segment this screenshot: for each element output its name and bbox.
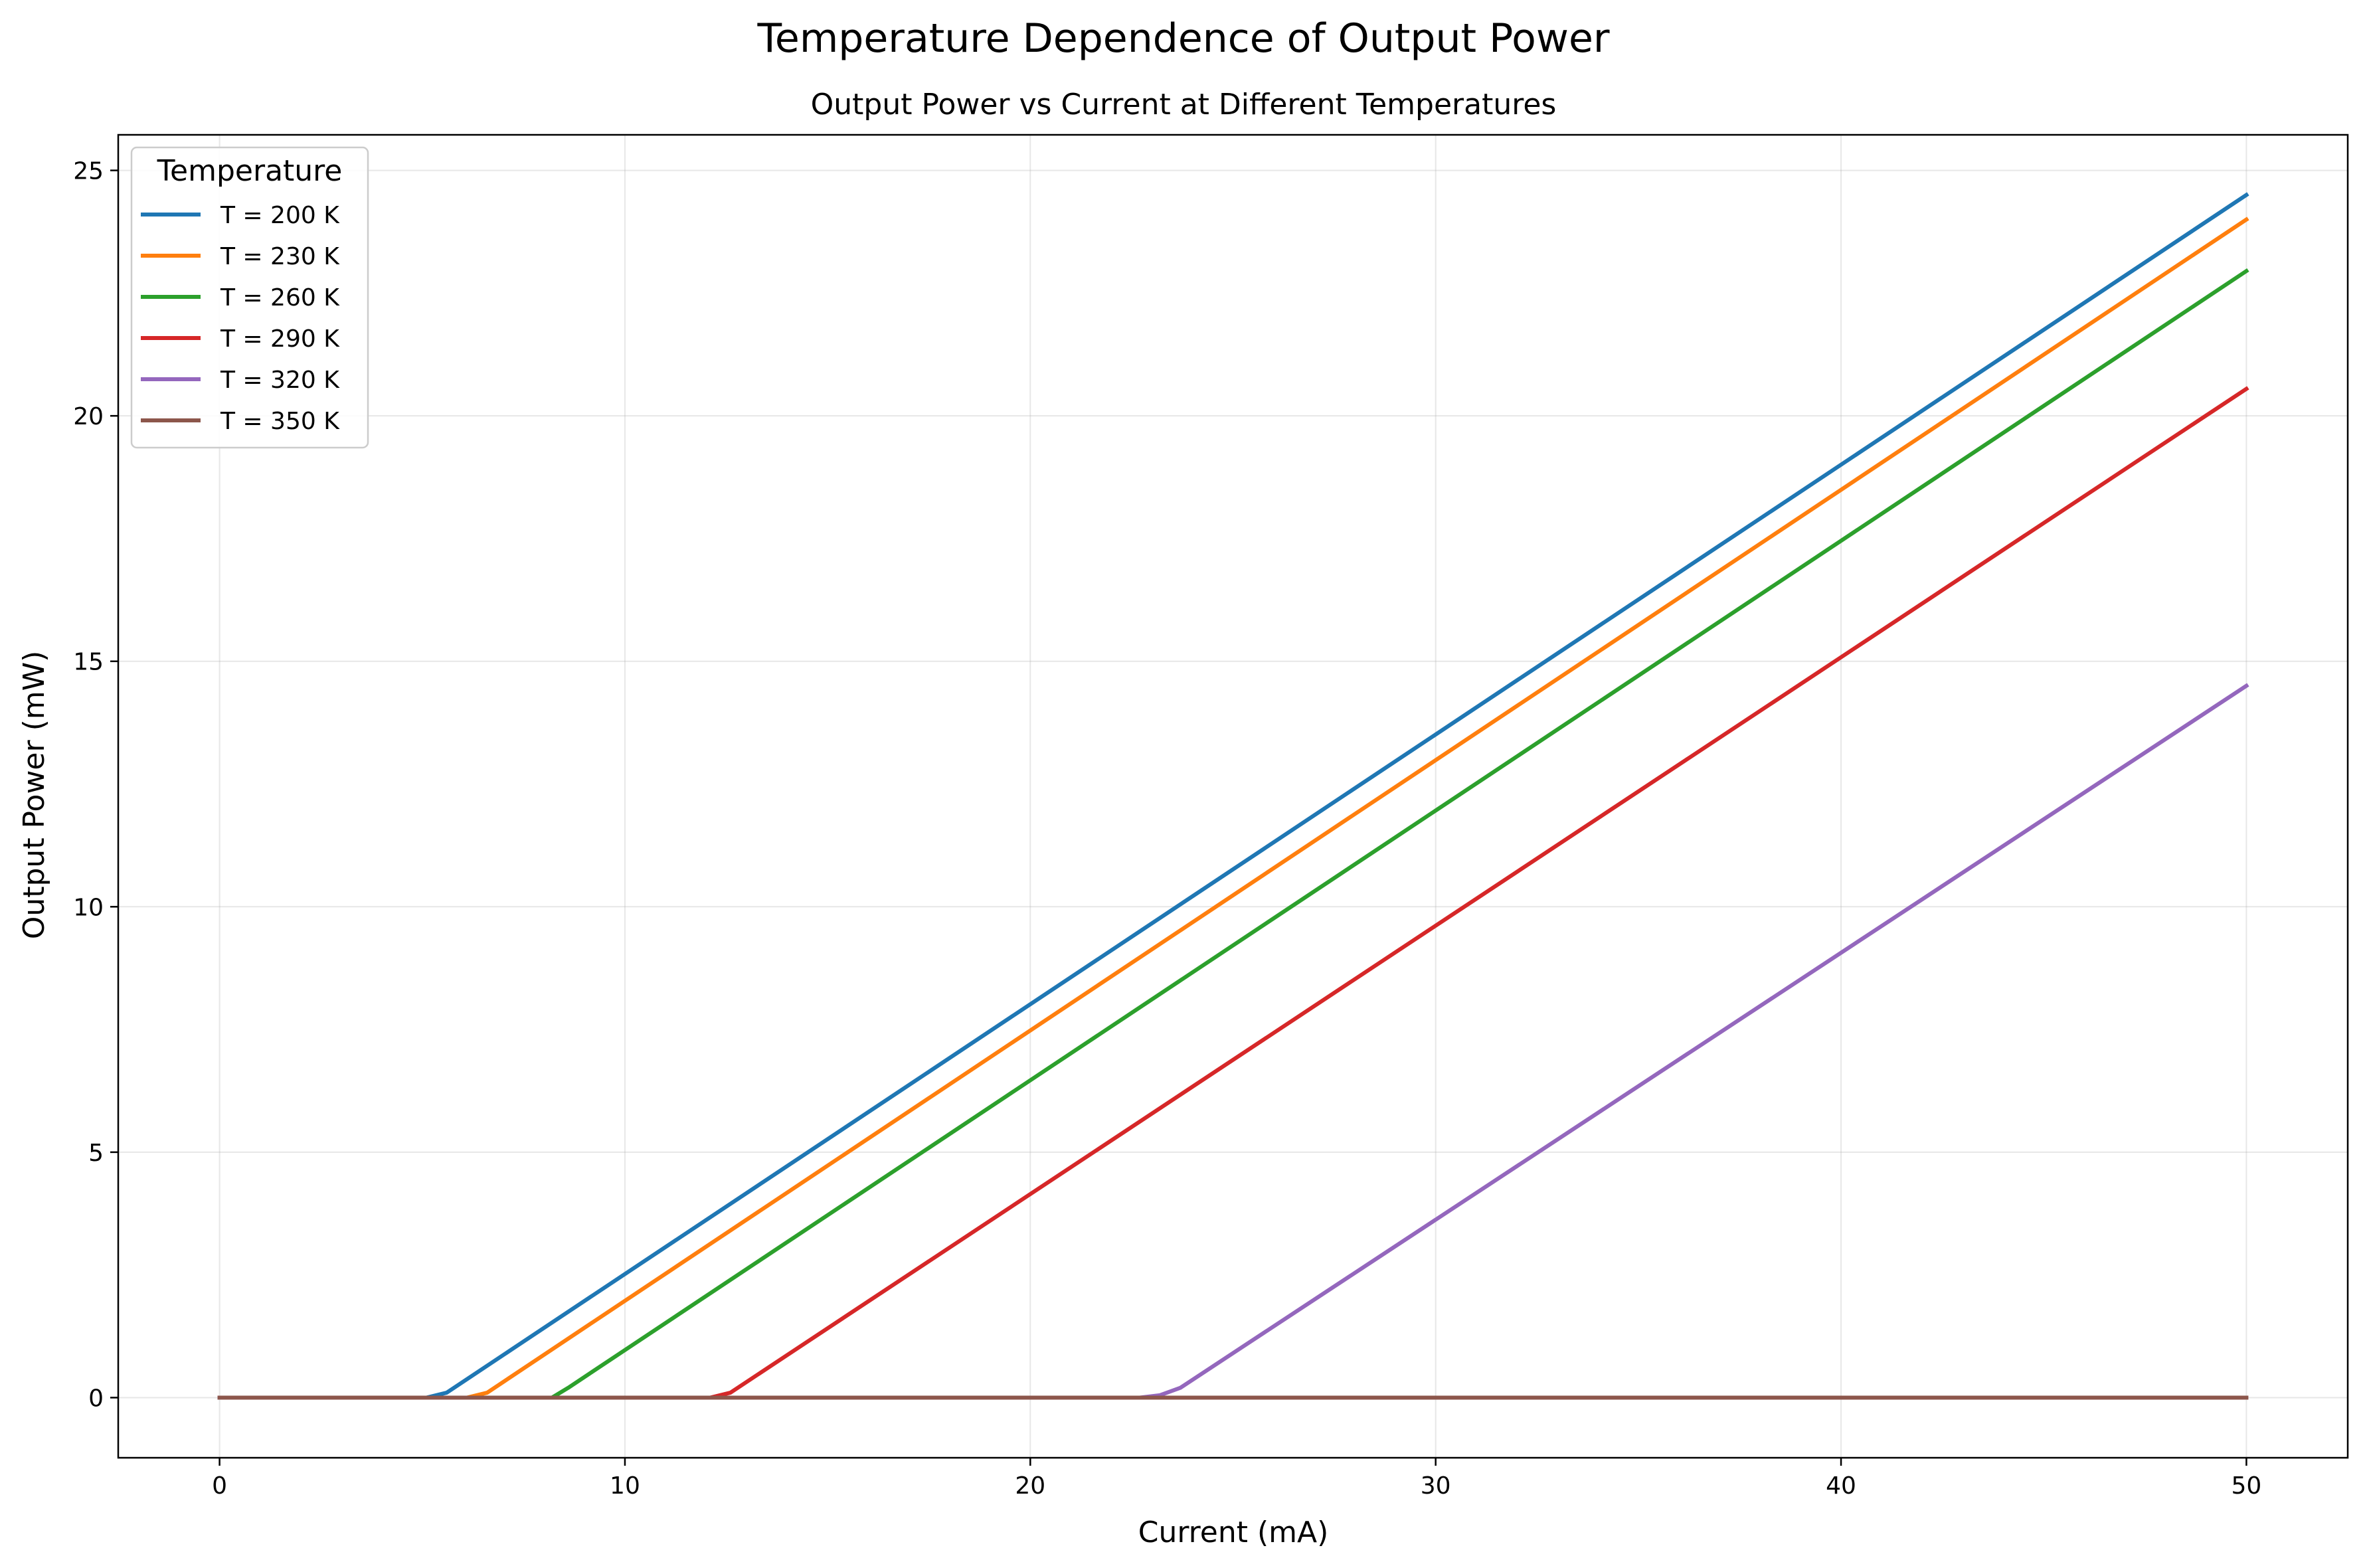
legend-entries: T = 200 K T = 230 K T = 260 K T = 290 K T = … (141, 202, 340, 435)
x-tick-label: 20 (1015, 1472, 1045, 1500)
y-axis-label: Output Power (mW) (17, 651, 51, 940)
plot-area: 0 10 20 30 40 50 0 5 10 15 20 25 (73, 133, 2349, 1500)
legend-label-t-290-k: T = 290 K (220, 325, 340, 353)
legend-title: Temperature (157, 154, 343, 188)
legend: Temperature T = 200 KT = 230 KT = 260 KT… (130, 146, 369, 449)
legend-label-t-350-k: T = 350 K (220, 408, 340, 435)
legend-label-t-230-k: T = 230 K (220, 243, 340, 270)
x-axis-label: Current (mA) (1138, 1516, 1329, 1549)
plot-background (118, 135, 2348, 1458)
axes-frame (117, 133, 2349, 1459)
legend-label-t-200-k: T = 200 K (220, 202, 340, 229)
legend-label-t-260-k: T = 260 K (220, 284, 340, 311)
x-tick-label: 50 (2232, 1472, 2262, 1500)
series-layer (217, 192, 2249, 1400)
x-tick-label: 10 (610, 1472, 640, 1500)
y-tick-label: 5 (88, 1140, 104, 1167)
figure-suptitle: Temperature Dependence of Output Power (756, 15, 1609, 62)
legend-box (130, 146, 369, 449)
x-tick-label: 40 (1826, 1472, 1856, 1500)
y-tick-label: 10 (73, 894, 104, 921)
axis-ticks: 0 10 20 30 40 50 0 5 10 15 20 25 (73, 158, 2261, 1500)
y-tick-label: 15 (73, 649, 104, 676)
x-tick-label: 30 (1421, 1472, 1451, 1500)
y-tick-label: 0 (88, 1385, 104, 1412)
chart-title: Output Power vs Current at Different Tem… (811, 88, 1557, 122)
y-tick-label: 20 (73, 403, 104, 430)
x-tick-label: 0 (212, 1472, 227, 1500)
y-tick-label: 25 (73, 158, 104, 185)
legend-label-t-320-k: T = 320 K (220, 367, 340, 394)
